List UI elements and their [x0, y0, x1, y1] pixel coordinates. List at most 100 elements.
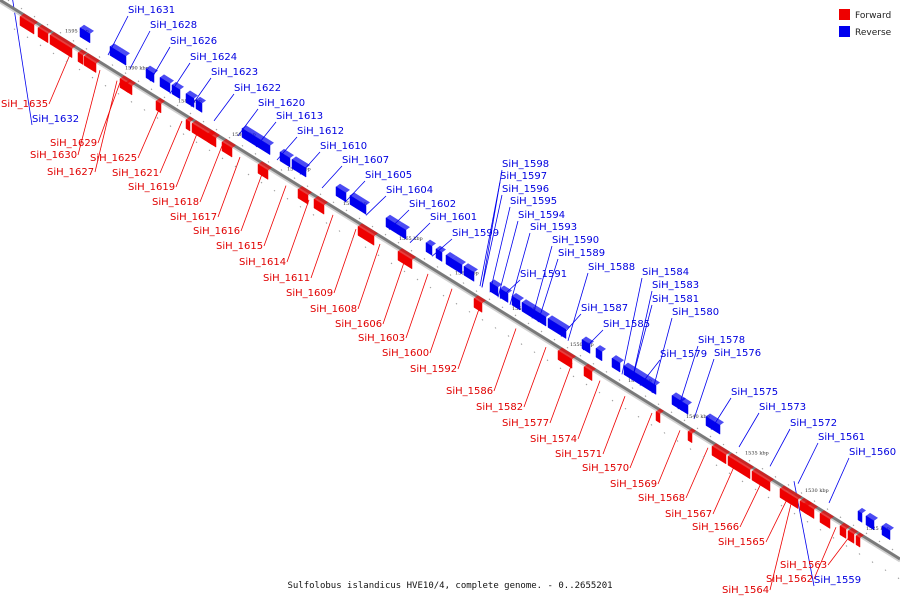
- tick-mark: [819, 528, 822, 531]
- tick-mark: [540, 330, 543, 333]
- tick-mark: [280, 169, 283, 171]
- gene-label: SiH_1582: [476, 402, 523, 413]
- tick-mark: [137, 80, 140, 83]
- gene-label: SiH_1570: [582, 463, 629, 474]
- label-leader-line: [827, 535, 851, 566]
- label-leader-line: [765, 497, 789, 543]
- tick-mark: [475, 290, 478, 293]
- reverse-gene-glyph: [857, 510, 863, 523]
- reverse-gene-glyph: [451, 258, 463, 275]
- forward-gene-glyph: [155, 100, 162, 114]
- forward-gene-glyph-top: [840, 522, 850, 530]
- tick-mark: [332, 201, 335, 204]
- label-leader-line: [738, 412, 760, 448]
- gene-label: SiH_1596: [502, 184, 549, 195]
- tick-mark: [878, 540, 881, 543]
- gene-label: SiH_1598: [502, 159, 549, 170]
- tick-mark: [520, 343, 523, 345]
- tick-mark: [748, 459, 751, 462]
- tick-mark: [436, 266, 439, 268]
- tick-mark: [364, 246, 367, 249]
- gene-label: SiH_1628: [150, 20, 197, 31]
- forward-gene-glyph: [297, 188, 309, 205]
- reverse-gene-glyph: [241, 127, 271, 156]
- tick-mark: [371, 225, 374, 228]
- forward-gene-glyph: [207, 132, 217, 148]
- label-leader-line: [629, 412, 653, 469]
- reverse-gene-glyph-top: [548, 315, 570, 330]
- gene-label: SiH_1585: [603, 319, 650, 330]
- tick-mark: [111, 64, 114, 66]
- gene-label: SiH_1572: [790, 418, 837, 429]
- gene-label: SiH_1603: [358, 333, 405, 344]
- tick-mark: [416, 278, 419, 281]
- reverse-gene-glyph-top: [464, 263, 478, 273]
- reverse-gene-glyph: [489, 281, 499, 297]
- reverse-gene-glyph-top: [582, 336, 594, 345]
- tick-mark: [72, 39, 75, 42]
- reverse-gene-glyph: [679, 399, 689, 415]
- tick-mark: [631, 387, 634, 389]
- tick-mark: [605, 371, 608, 373]
- tick-mark: [358, 217, 361, 220]
- reverse-gene-glyph-top: [522, 299, 550, 318]
- reverse-gene-glyph: [865, 515, 875, 531]
- label-leader-line: [797, 442, 819, 484]
- label-leaders: [12, 0, 851, 591]
- tick-mark: [507, 335, 510, 337]
- reverse-gene-glyph-top: [186, 90, 198, 99]
- reverse-gene-glyph-top: [680, 397, 692, 406]
- gene-label: SiH_1625: [90, 153, 137, 164]
- tick-mark: [20, 7, 23, 10]
- forward-gene-glyph-top: [752, 468, 774, 483]
- label-leader-line: [137, 107, 161, 159]
- tick-mark: [839, 516, 842, 519]
- tick-mark: [501, 306, 504, 309]
- label-leader-line: [769, 499, 793, 591]
- tick-mark: [533, 351, 536, 354]
- label-leader-line: [213, 93, 235, 122]
- label-leader-line: [493, 328, 517, 392]
- reverse-gene-glyph-top: [280, 148, 294, 159]
- tick-mark: [98, 56, 101, 58]
- tick-mark: [871, 561, 874, 563]
- gene-label: SiH_1587: [581, 303, 628, 314]
- tick-mark: [247, 173, 250, 176]
- reverse-gene-glyph-top: [882, 522, 894, 531]
- forward-gene-glyph-top: [78, 49, 87, 56]
- forward-gene-glyph-top: [584, 363, 596, 372]
- tick-mark: [865, 532, 868, 535]
- tick-mark: [676, 440, 679, 442]
- tick-mark: [384, 233, 387, 236]
- tick-mark: [624, 407, 627, 410]
- gene-label: SiH_1619: [128, 182, 175, 193]
- tick-mark: [208, 149, 211, 152]
- forward-gene-glyph-top: [780, 485, 790, 493]
- tick-mark: [78, 68, 81, 71]
- tick-mark: [345, 209, 348, 212]
- tick-mark: [618, 379, 621, 381]
- forward-gene-glyph-top: [156, 97, 165, 104]
- label-leader-line: [365, 195, 387, 216]
- label-leader-line: [457, 306, 481, 370]
- label-leader-line: [479, 181, 501, 287]
- tick-mark: [150, 88, 153, 91]
- reverse-gene-glyph: [79, 27, 91, 44]
- label-leader-line: [693, 358, 715, 420]
- forward-gene-glyph-top: [820, 510, 834, 520]
- label-leader-line: [240, 171, 264, 232]
- tick-label: 1540 kbp: [686, 414, 710, 420]
- forward-gene-glyph: [257, 163, 269, 180]
- gene-label: SiH_1608: [310, 304, 357, 315]
- tick-mark: [455, 302, 458, 305]
- label-leader-line: [382, 259, 406, 325]
- tick-mark: [26, 36, 29, 39]
- gene-label: SiH_1576: [714, 348, 761, 359]
- forward-gene-glyph-top: [186, 116, 194, 123]
- tick-mark: [670, 411, 673, 414]
- label-leader-line: [739, 481, 763, 528]
- gene-label: SiH_1599: [452, 228, 499, 239]
- reverse-gene-glyph-top: [446, 252, 456, 259]
